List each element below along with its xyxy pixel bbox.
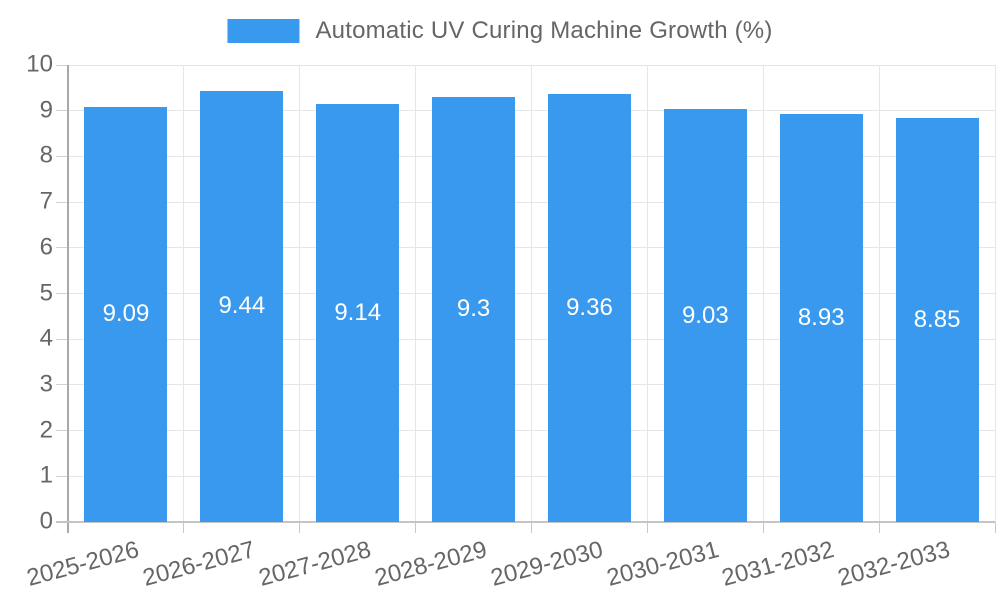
x-axis-tick (183, 522, 185, 533)
y-axis-tick (56, 384, 68, 386)
y-axis-tick (56, 64, 68, 66)
y-axis-tick-label: 9 (39, 96, 53, 124)
y-axis-tick-label: 10 (26, 50, 53, 78)
x-axis-tick (878, 522, 880, 533)
bar-value-label: 9.14 (334, 299, 382, 327)
x-axis-tick-label: 2031-2032 (719, 536, 838, 592)
y-axis-tick-label: 3 (39, 370, 53, 398)
y-axis-tick-label: 4 (39, 324, 53, 352)
x-axis-tick (415, 522, 417, 533)
legend-swatch (227, 19, 300, 43)
x-axis-tick (994, 522, 996, 533)
x-axis-tick-label: 2029-2030 (487, 536, 606, 592)
y-axis-tick (56, 338, 68, 340)
y-axis-line (67, 65, 69, 533)
x-gridline (646, 65, 648, 522)
y-axis-tick (56, 155, 68, 157)
y-axis-tick (56, 430, 68, 432)
x-axis-tick-label: 2027-2028 (255, 536, 374, 592)
y-axis-tick-label: 2 (39, 416, 53, 444)
bar-value-label: 9.36 (566, 294, 613, 322)
y-axis-tick-label: 1 (39, 461, 53, 489)
legend-item[interactable]: Automatic UV Curing Machine Growth (%) (227, 17, 772, 45)
y-axis-tick (56, 201, 68, 203)
x-axis-tick-label: 2028-2029 (371, 536, 490, 592)
x-axis-tick (646, 522, 648, 533)
bar-value-label: 9.3 (456, 295, 491, 323)
x-axis-tick-label: 2030-2031 (603, 536, 722, 592)
x-gridline (762, 65, 764, 522)
y-axis-tick-label: 8 (39, 141, 53, 169)
x-axis-tick (531, 522, 532, 533)
x-axis-tick (299, 522, 301, 533)
bar-2028-2029 (432, 96, 516, 522)
bar-value-label: 9.09 (102, 300, 150, 328)
x-axis-tick (762, 522, 764, 533)
bar-value-label: 8.93 (797, 303, 845, 331)
bar-2026-2027 (200, 90, 284, 522)
x-axis-tick-label: 2032-2033 (835, 536, 954, 592)
x-gridline (183, 65, 185, 522)
y-axis-tick (56, 293, 68, 294)
bar-2025-2026 (84, 106, 168, 522)
x-gridline (878, 65, 880, 522)
bar-value-label: 9.44 (218, 292, 266, 320)
y-axis-tick (56, 247, 68, 249)
x-gridline (994, 65, 996, 522)
bar-value-label: 8.85 (913, 305, 961, 333)
bar-2029-2030 (547, 94, 631, 522)
legend-label: Automatic UV Curing Machine Growth (%) (315, 17, 773, 44)
y-axis-tick (56, 110, 68, 112)
x-gridline (299, 65, 301, 522)
y-axis-tick-label: 5 (39, 278, 53, 306)
bar-2031-2032 (779, 113, 863, 522)
x-gridline (531, 65, 532, 522)
x-axis-tick-label: 2026-2027 (139, 536, 258, 592)
y-axis-tick-label: 6 (39, 233, 53, 261)
bar-2030-2031 (663, 109, 747, 522)
x-gridline (415, 65, 417, 522)
bar-2027-2028 (316, 104, 400, 522)
y-axis-tick-label: 0 (39, 507, 53, 535)
bar-value-label: 9.03 (681, 301, 729, 329)
x-axis-tick-label: 2025-2026 (24, 536, 142, 592)
y-axis-tick-label: 7 (39, 187, 53, 215)
bar-2032-2033 (895, 117, 979, 522)
y-axis-tick (56, 475, 68, 477)
x-axis-line (56, 521, 995, 523)
